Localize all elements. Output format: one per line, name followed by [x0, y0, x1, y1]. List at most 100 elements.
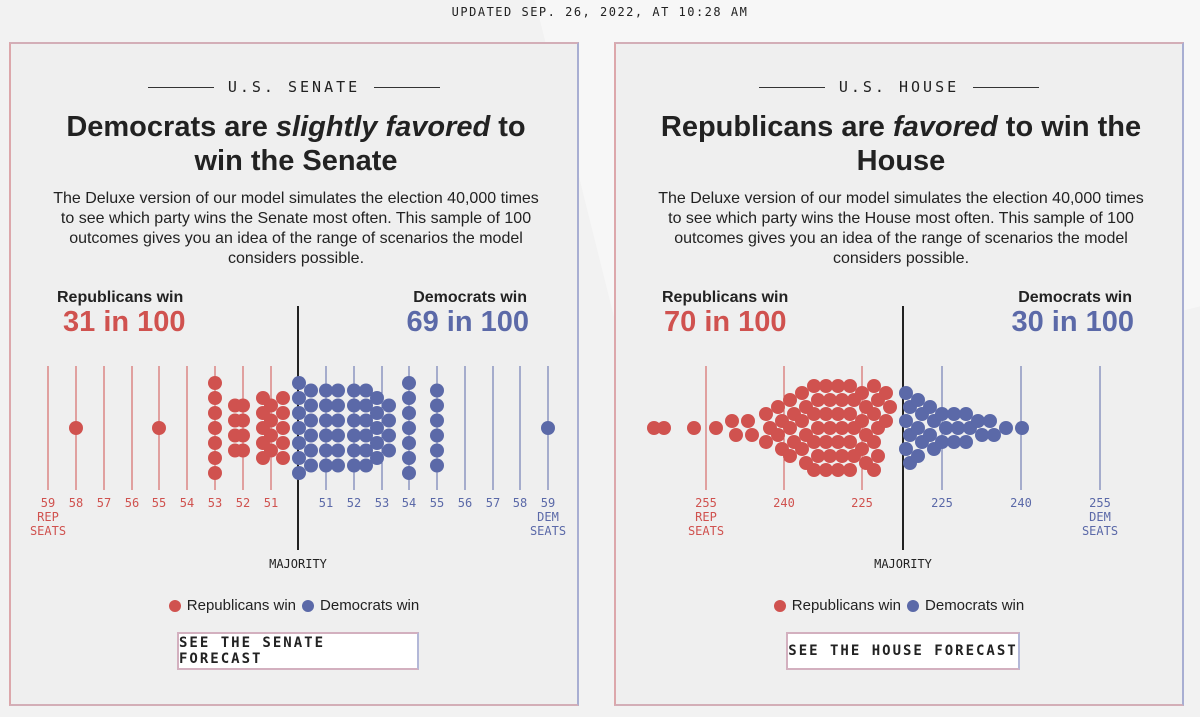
rep-outcome-dot	[729, 428, 743, 442]
rep-outcome-dot	[276, 391, 290, 405]
house-headline-part: Republicans are	[660, 111, 893, 143]
dem-outcome-dot	[382, 443, 396, 458]
house-eyebrow: U.S. HOUSE	[616, 77, 1182, 97]
senate-tick-label: 53	[375, 496, 389, 510]
rep-outcome-dot	[807, 435, 821, 449]
house-description: The Deluxe version of our model simulate…	[658, 190, 1144, 267]
house-headline-emphasis: favored	[892, 111, 998, 143]
rep-outcome-dot	[867, 379, 881, 393]
senate-dem-axis-label: SEATS	[530, 524, 566, 538]
rep-outcome-dot	[835, 449, 849, 463]
dem-outcome-dot	[304, 428, 318, 443]
rep-outcome-dot	[855, 414, 869, 428]
dem-outcome-dot	[331, 383, 345, 398]
rep-outcome-dot	[771, 400, 785, 414]
senate-rep-axis-label: REP	[37, 510, 59, 524]
house-tick-label: 225	[931, 496, 953, 510]
dem-outcome-dot	[1015, 421, 1029, 435]
legend-dem-label: Democrats win	[320, 597, 420, 614]
dem-outcome-dot	[304, 383, 318, 398]
dem-outcome-dot	[319, 398, 333, 413]
house-tick-label: 255	[1089, 496, 1111, 510]
dem-outcome-dot	[430, 428, 444, 443]
house-dem-win-value: 30 in 100	[1011, 306, 1134, 338]
dem-outcome-dot	[304, 458, 318, 473]
senate-legend: Republicans win Democrats win	[11, 597, 577, 614]
senate-dem-win-label: Democrats win	[413, 289, 527, 306]
dem-outcome-dot	[430, 413, 444, 428]
dem-outcome-dot	[304, 443, 318, 458]
rep-outcome-dot	[208, 466, 222, 480]
dem-outcome-dot	[359, 413, 373, 428]
see-senate-forecast-button[interactable]: SEE THE SENATE FORECAST	[177, 632, 419, 670]
senate-panel: U.S. SENATE Democrats are slightly favor…	[9, 42, 579, 706]
rep-outcome-dot	[823, 393, 837, 407]
rep-outcome-dot	[831, 407, 845, 421]
rep-outcome-dot	[843, 379, 857, 393]
dem-outcome-dot	[899, 442, 913, 456]
dem-outcome-dot	[541, 421, 555, 435]
rep-outcome-dot	[208, 391, 222, 405]
rep-outcome-dot	[276, 451, 290, 465]
house-rep-axis-label: SEATS	[688, 524, 724, 538]
dem-outcome-dot	[382, 398, 396, 413]
senate-tick-label: 51	[264, 496, 278, 510]
dem-outcome-dot	[430, 443, 444, 458]
dem-outcome-dot	[292, 466, 306, 480]
dem-outcome-dot	[347, 398, 361, 413]
rep-outcome-dot	[264, 428, 278, 443]
house-dem-axis-label: SEATS	[1082, 524, 1118, 538]
see-house-forecast-button[interactable]: SEE THE HOUSE FORECAST	[786, 632, 1020, 670]
senate-tick-label: 56	[125, 496, 139, 510]
rep-outcome-dot	[871, 449, 885, 463]
dem-outcome-dot	[292, 421, 306, 435]
dem-outcome-dot	[292, 391, 306, 405]
rep-outcome-dot	[647, 421, 661, 435]
dem-outcome-dot	[359, 428, 373, 443]
legend-item-dem: Democrats win	[302, 597, 419, 614]
rep-outcome-dot	[795, 414, 809, 428]
dem-outcome-dot	[359, 383, 373, 398]
dem-outcome-dot	[304, 398, 318, 413]
senate-rep-win-value: 31 in 100	[63, 306, 186, 338]
rep-outcome-dot	[208, 451, 222, 465]
dem-outcome-dot	[959, 435, 973, 449]
house-headline-part: to win the House	[856, 111, 1142, 177]
house-headline: Republicans are favored to win the House	[656, 110, 1146, 178]
eyebrow-rule-left	[758, 86, 825, 88]
senate-tick-label: 54	[180, 496, 194, 510]
house-beeswarm-chart: 255 240 225 225 240 255REPSEATSDEMSEATSMAJORI…	[647, 306, 1118, 571]
dem-outcome-dot	[402, 406, 416, 420]
house-tick-label: 240	[1010, 496, 1032, 510]
dem-outcome-dot	[911, 393, 925, 407]
dem-outcome-dot	[911, 449, 925, 463]
legend-dem-dot	[907, 599, 920, 612]
dem-outcome-dot	[359, 443, 373, 458]
senate-headline-part: to win the Senate	[194, 111, 526, 177]
senate-tick-label: 53	[208, 496, 222, 510]
senate-rep-win-label: Republicans win	[57, 289, 184, 306]
dem-outcome-dot	[347, 383, 361, 398]
dem-outcome-dot	[923, 428, 937, 442]
senate-eyebrow: U.S. SENATE	[11, 77, 577, 97]
rep-outcome-dot	[807, 407, 821, 421]
rep-outcome-dot	[819, 463, 833, 477]
rep-outcome-dot	[811, 449, 825, 463]
updated-timestamp: UPDATED SEP. 26, 2022, AT 10:28 AM	[451, 5, 749, 19]
rep-outcome-dot	[835, 393, 849, 407]
dem-outcome-dot	[382, 413, 396, 428]
rep-outcome-dot	[831, 463, 845, 477]
senate-tick-label: 59	[541, 496, 555, 510]
dem-outcome-dot	[347, 458, 361, 473]
rep-outcome-dot	[783, 393, 797, 407]
rep-outcome-dot	[264, 413, 278, 428]
legend-item-rep: Republicans win	[773, 597, 901, 614]
rep-outcome-dot	[807, 379, 821, 393]
dem-outcome-dot	[359, 458, 373, 473]
dem-outcome-dot	[402, 451, 416, 465]
rep-outcome-dot	[843, 463, 857, 477]
rep-outcome-dot	[819, 407, 833, 421]
rep-outcome-dot	[264, 398, 278, 413]
dem-outcome-dot	[347, 428, 361, 443]
rep-outcome-dot	[741, 414, 755, 428]
